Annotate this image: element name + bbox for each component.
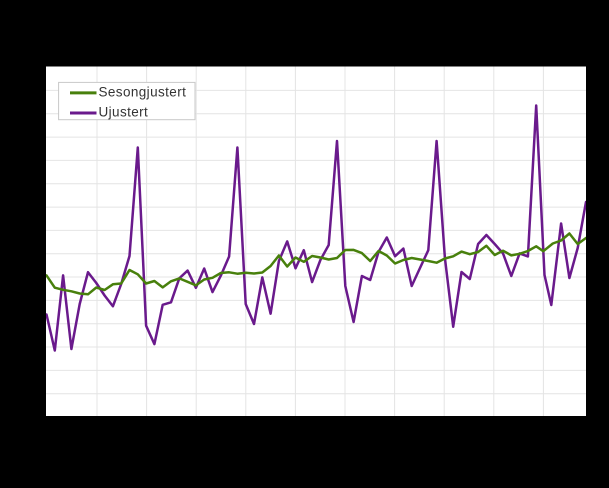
svg-text:Ujustert: Ujustert xyxy=(99,104,149,119)
svg-text:Sesongjustert: Sesongjustert xyxy=(99,85,187,100)
